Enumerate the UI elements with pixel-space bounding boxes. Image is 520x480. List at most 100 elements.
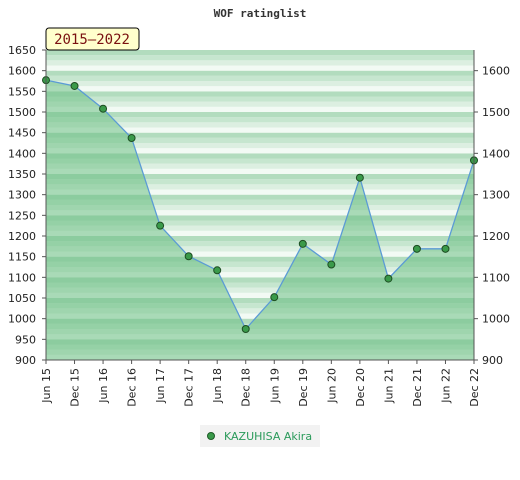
left-tick-label: 1350 — [8, 168, 36, 181]
background-band — [46, 158, 474, 164]
background-band — [46, 153, 474, 159]
legend[interactable]: KAZUHISA Akira — [200, 425, 320, 447]
background-band — [46, 65, 474, 71]
x-tick-label: Dec 20 — [354, 368, 367, 407]
background-band — [46, 282, 474, 288]
right-tick-label: 1000 — [482, 313, 510, 326]
data-point — [99, 104, 108, 113]
x-tick-label: Jun 21 — [382, 368, 395, 404]
x-tick-label: Jun 19 — [268, 368, 281, 404]
background-band — [46, 256, 474, 262]
background-bands — [46, 50, 474, 360]
data-point — [412, 244, 421, 253]
background-band — [46, 194, 474, 200]
background-band — [46, 81, 474, 87]
left-tick-label: 1600 — [8, 65, 36, 78]
background-band — [46, 205, 474, 211]
background-band — [46, 106, 474, 112]
background-band — [46, 127, 474, 133]
x-tick-label: Jun 18 — [211, 368, 224, 404]
data-point — [298, 239, 307, 248]
background-band — [46, 117, 474, 123]
right-tick-label: 1100 — [482, 271, 510, 284]
data-point — [213, 266, 222, 275]
x-tick-label: Dec 21 — [411, 368, 424, 407]
left-tick-label: 1200 — [8, 230, 36, 243]
background-band — [46, 303, 474, 309]
x-tick-label: Jun 22 — [439, 368, 452, 404]
background-band — [46, 308, 474, 314]
background-band — [46, 210, 474, 216]
background-band — [46, 163, 474, 169]
background-band — [46, 199, 474, 205]
background-band — [46, 70, 474, 76]
background-band — [46, 241, 474, 247]
left-tick-label: 1150 — [8, 251, 36, 264]
legend-marker — [207, 432, 215, 440]
left-tick-label: 900 — [15, 354, 36, 367]
period-badge-label: 2015—2022 — [54, 32, 130, 48]
background-band — [46, 277, 474, 283]
right-tick-label: 1500 — [482, 106, 510, 119]
background-band — [46, 215, 474, 221]
background-band — [46, 143, 474, 149]
background-band — [46, 251, 474, 257]
left-tick-label: 950 — [15, 333, 36, 346]
data-point — [127, 134, 136, 143]
background-band — [46, 189, 474, 195]
left-tick-label: 1550 — [8, 85, 36, 98]
left-tick-label: 1650 — [8, 44, 36, 57]
background-band — [46, 112, 474, 118]
right-tick-label: 1300 — [482, 189, 510, 202]
background-band — [46, 184, 474, 190]
x-axis: Jun 15 Dec 15 Jun 16 Dec 16 Jun 17 Dec 17 Jun … — [40, 359, 481, 407]
background-band — [46, 122, 474, 128]
right-tick-label: 900 — [482, 354, 503, 367]
left-tick-label: 1250 — [8, 209, 36, 222]
legend-label: KAZUHISA Akira — [224, 430, 312, 443]
background-band — [46, 246, 474, 252]
background-band — [46, 91, 474, 97]
background-band — [46, 148, 474, 154]
background-band — [46, 220, 474, 226]
x-tick-label: Jun 17 — [154, 368, 167, 404]
left-tick-label: 1450 — [8, 127, 36, 140]
right-tick-label: 1200 — [482, 230, 510, 243]
background-band — [46, 174, 474, 180]
background-band — [46, 168, 474, 174]
background-band — [46, 50, 474, 56]
background-band — [46, 96, 474, 102]
data-point — [327, 260, 336, 269]
background-band — [46, 137, 474, 143]
left-tick-label: 1500 — [8, 106, 36, 119]
series-area — [46, 80, 474, 360]
data-point — [384, 274, 393, 283]
background-band — [46, 236, 474, 242]
background-band — [46, 261, 474, 267]
background-band — [46, 179, 474, 185]
data-point — [270, 293, 279, 302]
left-tick-label: 1400 — [8, 147, 36, 160]
x-tick-label: Dec 15 — [69, 368, 82, 407]
left-tick-label: 1050 — [8, 292, 36, 305]
background-band — [46, 292, 474, 298]
left-tick-label: 1300 — [8, 189, 36, 202]
background-band — [46, 298, 474, 304]
x-tick-label: Dec 17 — [183, 368, 196, 407]
x-tick-label: Jun 15 — [40, 368, 53, 404]
right-tick-label: 1400 — [482, 147, 510, 160]
x-tick-label: Jun 20 — [325, 368, 338, 404]
data-point — [70, 81, 79, 90]
data-point — [241, 325, 250, 333]
background-band — [46, 132, 474, 138]
background-band — [46, 75, 474, 81]
data-point — [355, 173, 364, 182]
background-band — [46, 86, 474, 92]
series-line — [45, 79, 475, 331]
x-tick-label: Dec 16 — [126, 368, 139, 407]
data-point — [184, 252, 193, 261]
background-band — [46, 267, 474, 273]
x-tick-label: Dec 22 — [468, 368, 481, 407]
right-tick-label: 1600 — [482, 65, 510, 78]
